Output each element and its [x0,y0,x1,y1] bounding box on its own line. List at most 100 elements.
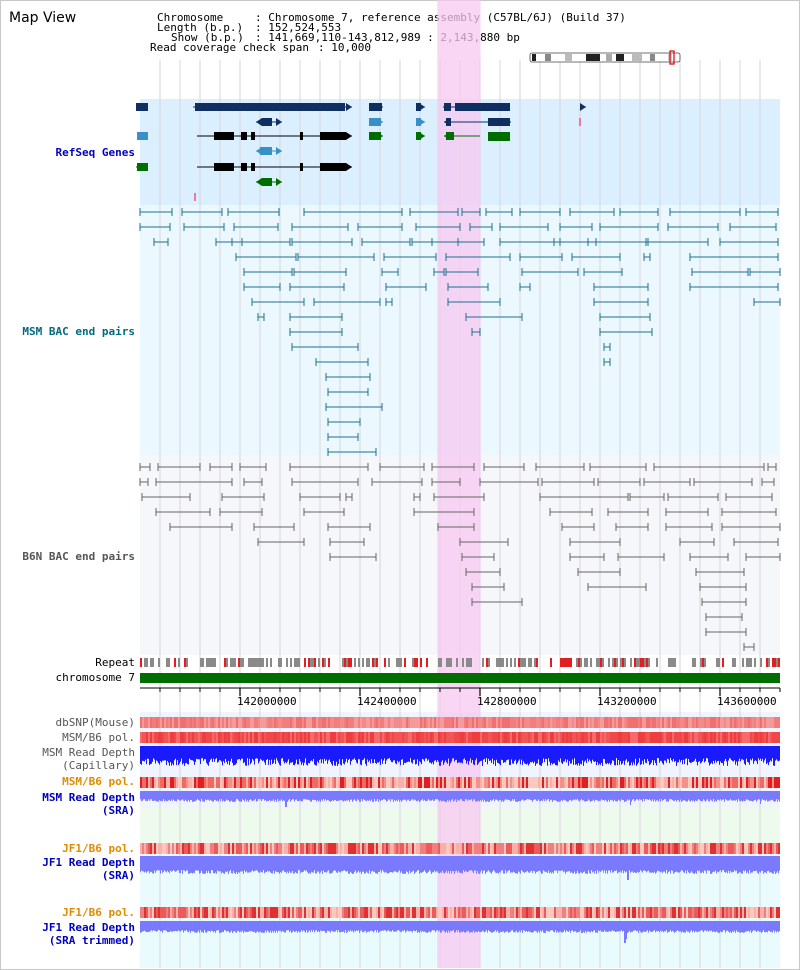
jf1-pol2-mark [538,907,540,918]
dbsnp-mark [666,717,668,728]
jf1-pol2-mark [480,907,482,918]
jf1-pol-mark [566,843,568,854]
jf1-pol2-mark [530,907,532,918]
msm-depth-sra-bar [510,791,511,802]
msm-pol2-mark [414,777,416,788]
jf1-depth-sra-bar [157,856,158,871]
msm-depth-cap-bar [666,746,667,763]
repeat-mark [742,658,744,667]
dbsnp-mark [544,717,546,728]
msm-pol2-mark [426,777,428,788]
jf1-trim-bar [374,921,375,931]
jf1-pol-track-label[interactable]: JF1/B6 pol. [62,842,135,855]
jf1-trim-bar [172,921,173,932]
jf1-trim-bar [694,921,695,933]
msm-pol2-mark [748,777,750,788]
refseq-track-label[interactable]: RefSeq Genes [55,146,135,159]
msm-depth-sra-bar [715,791,716,801]
jf1-depth-sra-bar [599,856,600,871]
msm-depth-sra-bar [693,791,694,801]
axis-tick-label: 142000000 [237,695,297,708]
msm-depth-cap-bar [382,746,383,764]
jf1-pol2-mark [210,907,212,918]
jf1-depth-sra-bar [598,856,599,873]
msm-depth-sra-bar [575,791,576,800]
jf1-trim-bar [574,921,575,932]
msm-depth-cap-bar [717,746,718,762]
jf1-trim-bar [183,921,184,933]
msm-pol2-mark [260,777,262,788]
msm-depth-sra-bar [578,791,579,801]
repeat-mark [304,658,306,667]
jf1-pol-mark [708,843,710,854]
jf1-trim-bar [429,921,430,932]
ideogram-body [529,52,681,63]
msm-depth-sra-bar [666,791,667,802]
jf1-trim-bar [272,921,273,931]
msm-depth-cap-bar [732,746,733,761]
repeat-mark [450,658,452,667]
jf1-depth-sra-label[interactable]: JF1 Read Depth [42,856,135,869]
jf1-trim-bar [679,921,680,932]
chromosome-label: Chromosome [157,11,224,24]
msm-depth-cap-bar [625,746,626,761]
jf1-depth-sra-bar [414,856,415,874]
msm-depth-cap-bar [705,746,706,762]
msm-pol-mark [564,732,566,743]
msm-depth-cap-bar [498,746,499,764]
jf1-depth-sra-bar [141,856,142,871]
jf1-pol-mark [712,843,714,854]
repeat-mark [312,658,314,667]
msm-pol2-mark [214,777,216,788]
msm-pol2-track-label[interactable]: MSM/B6 pol. [62,775,135,788]
jf1-depth-sra-bar [385,856,386,872]
msm-pol-mark [274,732,276,743]
axis-tick-label: 143200000 [597,695,657,708]
msm-pol-mark [442,732,444,743]
dbsnp-mark [444,717,446,728]
jf1-depth-sra-bar [150,856,151,872]
jf1-pol2-mark [680,907,682,918]
jf1-pol-mark [226,843,228,854]
msm-depth-cap-bar [323,746,324,764]
msm-pol-mark [382,732,384,743]
msm-pol-mark [234,732,236,743]
gene-arrow [142,103,148,111]
jf1-pol2-track-label[interactable]: JF1/B6 pol. [62,906,135,919]
msm-depth-cap-bar [507,746,508,760]
msm-depth-sra-bar [568,791,569,802]
msm-depth-cap-bar [187,746,188,765]
msm-depth-sra-label[interactable]: MSM Read Depth [42,791,135,804]
msm-depth-cap-bar [578,746,579,764]
msm-bac-track-label[interactable]: MSM BAC end pairs [22,325,135,338]
jf1-trim-label[interactable]: JF1 Read Depth [42,921,135,934]
b6n-bac-track-label[interactable]: B6N BAC end pairs [22,550,135,563]
msm-depth-cap-bar [394,746,395,761]
jf1-trim-bar [603,921,604,932]
msm-pol2-mark [358,777,360,788]
msm-depth-cap-label[interactable]: MSM Read Depth [42,746,135,759]
jf1-trim-bar [690,921,691,932]
jf1-trim-bar [414,921,415,931]
msm-depth-cap-sub: (Capillary) [62,759,135,772]
jf1-depth-sra-bar [215,856,216,873]
jf1-trim-bar [732,921,733,932]
jf1-pol-mark [492,843,494,854]
msm-depth-cap-bar [268,746,269,765]
msm-depth-sra-bar [665,791,666,800]
jf1-pol-mark [282,843,284,854]
jf1-trim-bar [436,921,437,931]
msm-pol2-mark [758,777,760,788]
msm-pol-track-label[interactable]: MSM/B6 pol. [62,731,135,744]
dbsnp-track-label[interactable]: dbSNP(Mouse) [55,716,135,729]
msm-depth-cap-bar [677,746,678,763]
jf1-depth-sra-bar [446,856,447,871]
jf1-trim-bar [346,921,347,933]
msm-depth-cap-bar [752,746,753,759]
repeat-mark [462,658,464,667]
msm-depth-sra-bar [642,791,643,802]
msm-pol2-mark [658,777,660,788]
msm-depth-sra-bar [426,791,427,802]
msm-depth-cap-bar [581,746,582,765]
